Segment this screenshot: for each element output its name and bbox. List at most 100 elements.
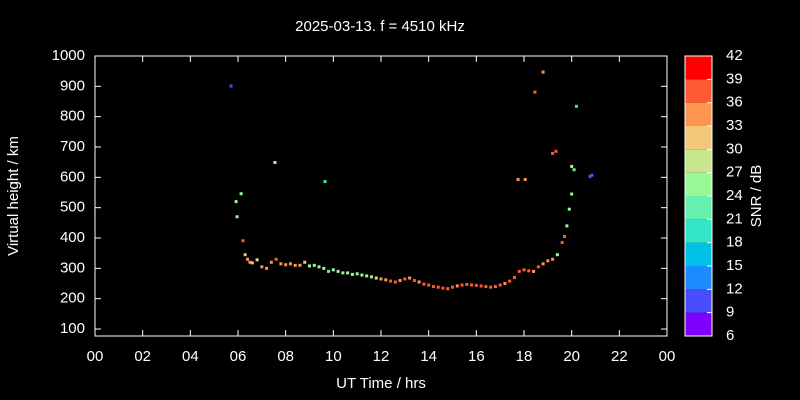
data-point: [555, 253, 559, 257]
colorbar-label: SNR / dB: [748, 165, 765, 228]
data-point: [403, 277, 407, 281]
data-point: [229, 84, 233, 88]
colorbar-tick-label: 9: [726, 304, 734, 321]
data-point: [235, 215, 239, 219]
data-point: [331, 268, 335, 272]
data-point: [255, 258, 259, 262]
data-point: [446, 287, 450, 291]
data-point: [536, 265, 540, 269]
data-point: [560, 241, 564, 245]
x-tick-label: 04: [182, 348, 199, 365]
data-point: [551, 151, 555, 155]
data-point: [355, 272, 359, 276]
data-point: [465, 282, 469, 286]
x-axis-label: UT Time / hrs: [336, 375, 426, 392]
x-tick-label: 10: [325, 348, 342, 365]
data-point: [317, 265, 321, 269]
data-point: [470, 283, 474, 287]
data-point: [522, 268, 526, 272]
x-tick-label: 18: [516, 348, 533, 365]
data-point: [489, 285, 493, 289]
data-point: [455, 284, 459, 288]
data-point: [460, 283, 464, 287]
colorbar-band: [685, 126, 712, 150]
data-point: [516, 177, 520, 181]
colorbar-tick-label: 15: [726, 257, 743, 274]
data-point: [532, 269, 536, 273]
data-point: [551, 257, 555, 261]
data-point: [398, 278, 402, 282]
data-point: [327, 269, 331, 273]
y-axis-label: Virtual height / km: [5, 136, 22, 256]
data-point: [574, 104, 578, 108]
colorbar-band: [685, 149, 712, 173]
colorbar-tick-label: 36: [726, 94, 743, 111]
colorbar-band: [685, 289, 712, 313]
x-tick-label: 22: [611, 348, 628, 365]
data-point: [379, 277, 383, 281]
data-point: [234, 200, 238, 204]
colorbar-tick-label: 21: [726, 210, 743, 227]
x-tick-label: 14: [420, 348, 437, 365]
data-point: [322, 266, 326, 270]
data-point: [369, 275, 373, 279]
data-point: [503, 282, 507, 286]
colorbar-band: [685, 312, 712, 336]
data-point: [474, 283, 478, 287]
data-point: [441, 286, 445, 290]
data-point: [288, 262, 292, 266]
data-point: [570, 192, 574, 196]
x-tick-label: 06: [230, 348, 247, 365]
colorbar-tick-label: 42: [726, 47, 743, 64]
colorbar-band: [685, 56, 712, 80]
colorbar-tick-label: 30: [726, 140, 743, 157]
data-point: [323, 180, 327, 184]
data-point: [567, 207, 571, 211]
data-point: [284, 263, 288, 267]
colorbar-tick-label: 12: [726, 280, 743, 297]
chart-title: 2025-03-13. f = 4510 kHz: [295, 18, 465, 35]
data-point: [554, 149, 558, 153]
data-point: [350, 272, 354, 276]
data-point: [431, 285, 435, 289]
data-point: [417, 280, 421, 284]
data-point: [312, 263, 316, 267]
data-point: [265, 266, 269, 270]
data-point: [541, 262, 545, 266]
data-point: [365, 274, 369, 278]
data-point: [412, 278, 416, 282]
data-point: [523, 177, 527, 181]
data-point: [374, 276, 378, 280]
y-tick-label: 100: [60, 320, 85, 337]
data-point: [508, 279, 512, 283]
data-point: [498, 283, 502, 287]
data-point: [384, 278, 388, 282]
data-point: [243, 253, 247, 257]
y-tick-label: 500: [60, 199, 85, 216]
y-tick-label: 600: [60, 168, 85, 185]
colorbar-tick-label: 33: [726, 117, 743, 134]
y-tick-label: 200: [60, 290, 85, 307]
data-point: [517, 269, 521, 273]
data-point: [298, 263, 302, 267]
colorbar-band: [685, 219, 712, 243]
data-point: [422, 282, 426, 286]
x-tick-label: 02: [134, 348, 151, 365]
data-point: [563, 234, 567, 238]
colorbar-tick-label: 18: [726, 234, 743, 251]
y-tick-label: 900: [60, 77, 85, 94]
data-point: [303, 260, 307, 264]
data-point: [239, 192, 243, 196]
data-point: [451, 285, 454, 289]
y-tick-label: 800: [60, 108, 85, 125]
data-point: [572, 168, 576, 172]
x-tick-label: 00: [87, 348, 104, 365]
data-point: [393, 280, 397, 284]
colorbar-band: [685, 172, 712, 196]
x-tick-label: 12: [373, 348, 390, 365]
x-tick-label: 08: [277, 348, 294, 365]
data-point: [273, 160, 277, 164]
data-point: [389, 279, 393, 283]
data-point: [360, 273, 364, 277]
colorbar-band: [685, 79, 712, 103]
